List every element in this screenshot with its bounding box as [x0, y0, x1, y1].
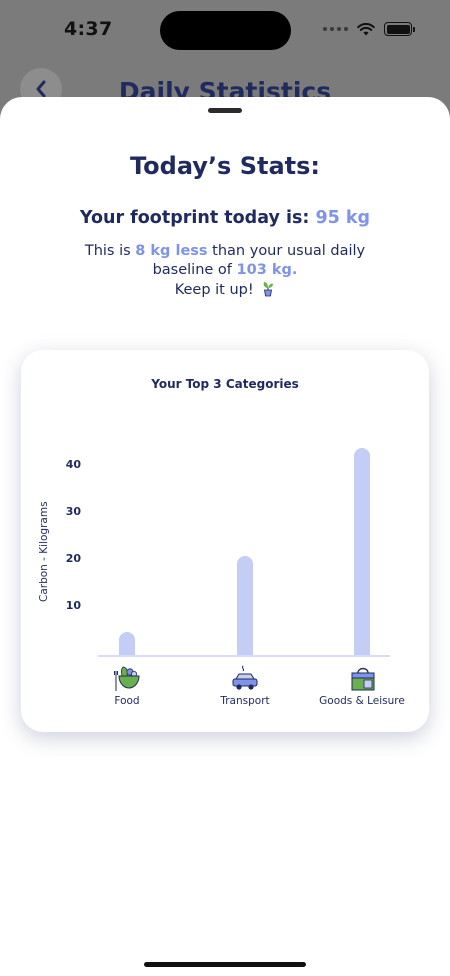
y-tick-label: 40 — [65, 458, 81, 471]
baseline-value: 103 kg. — [236, 261, 298, 278]
baseline-comparison: This is 8 kg less than your usual daily … — [75, 242, 375, 300]
category-label: Food — [114, 695, 140, 707]
chevron-left-icon — [36, 80, 46, 98]
bar-transport — [237, 556, 253, 655]
difference-value: 8 kg less — [135, 243, 208, 259]
footprint-label: Your footprint today is: — [79, 208, 316, 228]
top-categories-chart: Your Top 3 Categories Carbon - Kilograms… — [21, 350, 429, 732]
category-label: Goods & Leisure — [319, 695, 405, 707]
footprint-summary: Your footprint today is: 95 kg — [0, 208, 450, 228]
bar-food — [119, 631, 135, 655]
home-indicator[interactable] — [144, 962, 306, 967]
sheet-title: Today’s Stats: — [129, 152, 321, 180]
info-prefix: This is — [84, 243, 136, 259]
wifi-icon — [357, 22, 375, 35]
dynamic-island — [160, 11, 291, 50]
info-mid: than your usual daily baseline of — [152, 243, 366, 278]
battery-icon — [384, 22, 415, 36]
car-icon — [232, 665, 258, 690]
encouragement-text: Keep it up! — [174, 282, 254, 298]
y-tick-label: 30 — [65, 505, 81, 518]
shopping-bag-icon — [351, 667, 375, 691]
stats-sheet: Today’s Stats: Your footprint today is: … — [0, 97, 450, 976]
sheet-grabber[interactable] — [208, 108, 242, 113]
sprout-icon — [263, 282, 274, 297]
bar-goods-leisure — [354, 448, 370, 655]
y-tick-label: 10 — [65, 599, 81, 612]
category-label: Transport — [220, 695, 270, 707]
footprint-value: 95 kg — [315, 208, 371, 228]
status-time: 4:37 — [64, 18, 113, 40]
y-tick-label: 20 — [65, 552, 81, 565]
signal-icon — [323, 27, 348, 31]
status-bar: 4:37 — [0, 0, 450, 60]
y-axis-label: Carbon - Kilograms — [38, 501, 50, 602]
food-bowl-icon — [114, 666, 140, 691]
chart-title: Your Top 3 Categories — [151, 377, 299, 391]
x-axis-line — [98, 655, 390, 657]
status-icons — [323, 22, 415, 36]
